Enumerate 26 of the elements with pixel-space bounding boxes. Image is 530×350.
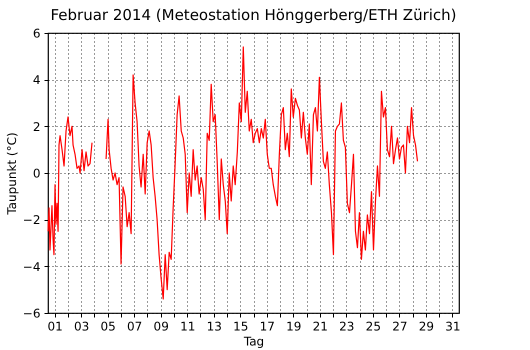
x-axis-title: Tag (242, 334, 264, 348)
y-tick-label: 6 (32, 26, 40, 40)
x-tick-label: 29 (418, 320, 434, 334)
x-tick-label: 03 (74, 320, 90, 334)
x-tick-label: 31 (445, 320, 461, 334)
x-tick-label: 05 (100, 320, 116, 334)
y-tick-label: −2 (22, 213, 40, 228)
x-tick-label: 19 (286, 320, 302, 334)
x-tick-label: 23 (339, 320, 354, 334)
y-tick-label: 0 (32, 166, 40, 180)
y-tick-label: −6 (22, 306, 40, 320)
x-tick-label: 11 (180, 320, 196, 334)
chart-title: Februar 2014 (Meteostation Hönggerberg/ETH Zürich) (50, 6, 457, 24)
x-tick-label: 01 (47, 320, 63, 334)
y-tick-label: −4 (22, 260, 40, 274)
x-tick-label: 17 (260, 320, 275, 334)
x-tick-label: 09 (154, 320, 169, 334)
y-axis-title: Taupunkt (°C) (4, 132, 19, 216)
x-tick-label: 25 (366, 320, 381, 334)
y-tick-label: 4 (32, 73, 40, 88)
x-tick-label: 13 (206, 320, 222, 334)
y-tick-label: 2 (32, 120, 40, 134)
x-tick-label: 15 (233, 320, 248, 334)
x-tick-label: 21 (312, 320, 328, 334)
x-tick-label: 07 (127, 320, 142, 334)
x-tick-label: 27 (392, 320, 408, 334)
